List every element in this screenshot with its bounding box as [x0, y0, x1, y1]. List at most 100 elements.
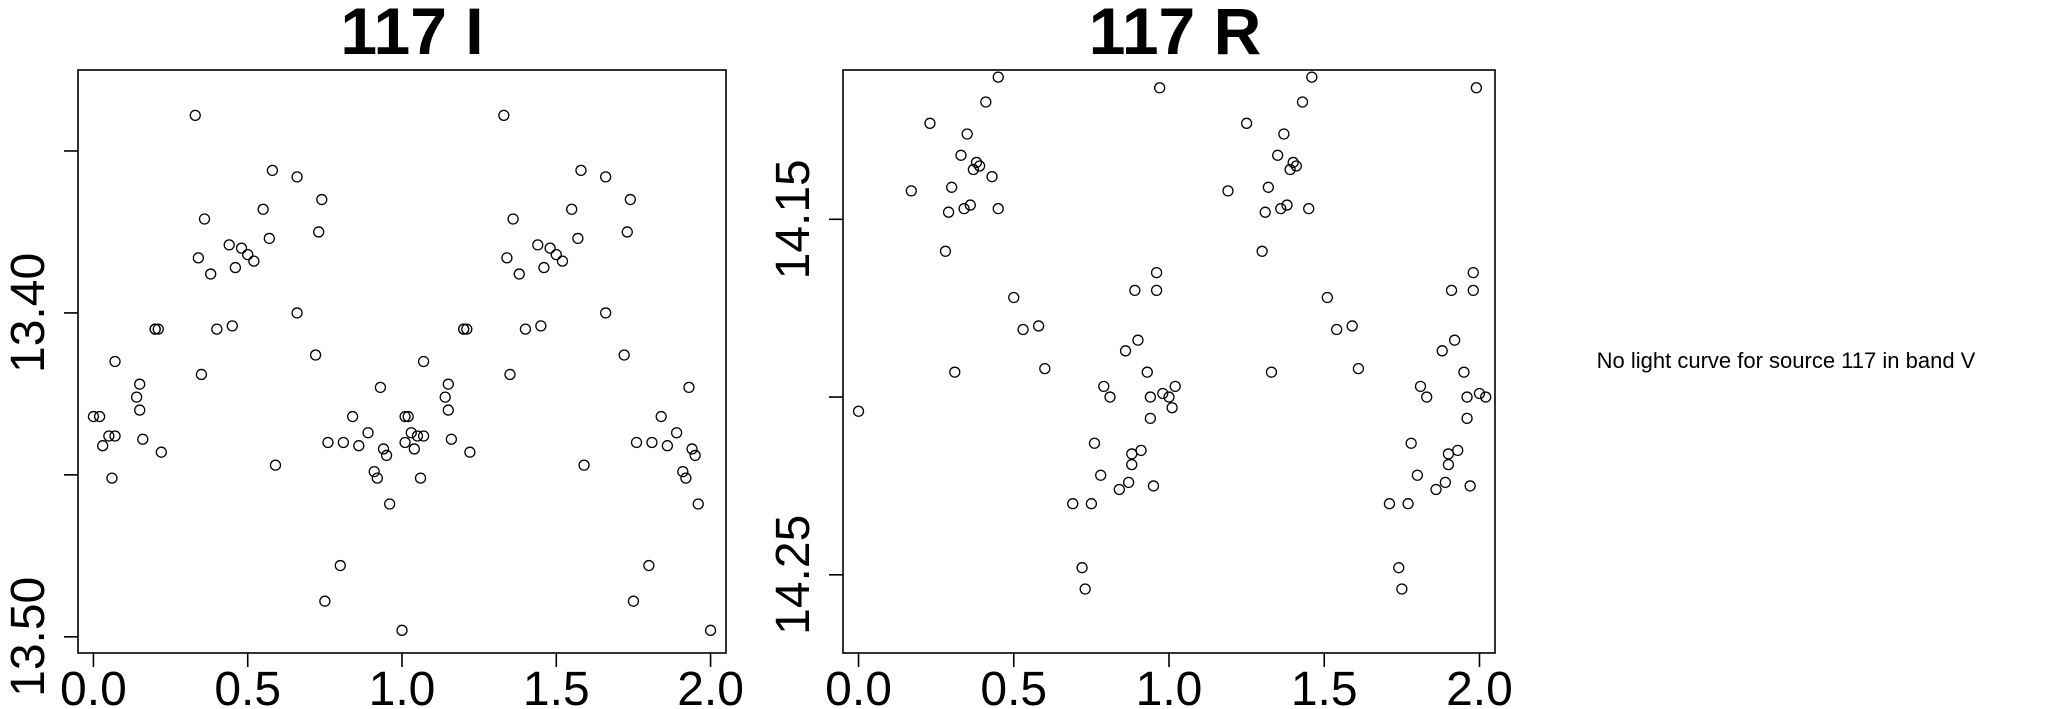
data-point [1259, 206, 1271, 218]
data-point [103, 430, 115, 442]
data-point [242, 248, 254, 261]
data-point [1421, 391, 1433, 403]
data-point [1442, 448, 1455, 460]
data-points [87, 109, 717, 636]
data-point [399, 410, 411, 423]
data-point [538, 261, 550, 274]
data-point [353, 440, 365, 452]
data-point [263, 232, 275, 245]
data-point [313, 226, 325, 238]
data-point [1473, 387, 1486, 400]
data-point [337, 436, 350, 449]
data-point [661, 440, 674, 452]
data-point [1452, 444, 1464, 457]
data-point [535, 320, 547, 332]
data-point [322, 436, 334, 449]
data-point [1144, 391, 1157, 403]
data-point [967, 163, 980, 176]
data-point [572, 232, 584, 245]
data-point [621, 226, 633, 238]
data-point [1039, 362, 1051, 375]
data-point [704, 624, 717, 636]
x-tick-label: 1.0 [1136, 663, 1203, 709]
y-tick-label: 14.25 [767, 515, 820, 635]
data-point [464, 446, 476, 458]
data-point [532, 239, 544, 251]
data-point [643, 559, 655, 572]
x-tick-label: 2.0 [677, 663, 744, 709]
data-point [189, 109, 201, 121]
data-point [544, 242, 556, 254]
data-point [439, 391, 451, 403]
data-point [519, 323, 532, 335]
y-tick-label: 13.40 [2, 253, 55, 373]
data-point [1113, 483, 1125, 496]
data-point [1448, 334, 1461, 346]
x-tick-label: 1.0 [369, 663, 436, 709]
data-point [377, 443, 390, 455]
data-point [211, 323, 223, 335]
data-point [309, 349, 322, 361]
data-point [1352, 362, 1365, 375]
data-point [1464, 480, 1476, 492]
data-point [1150, 284, 1163, 297]
data-point [550, 248, 562, 261]
data-point [1150, 266, 1163, 279]
data-point [87, 410, 100, 423]
data-point [408, 443, 420, 455]
data-point [964, 199, 976, 211]
data-points [852, 71, 1492, 595]
data-point [1306, 71, 1318, 83]
data-point [1467, 266, 1479, 279]
data-point [986, 170, 998, 183]
data-point [852, 405, 865, 417]
axis-ticks [829, 218, 1481, 667]
data-point [501, 252, 513, 264]
data-point [624, 193, 636, 206]
x-tick-label: 0.5 [214, 663, 281, 709]
data-point [1281, 199, 1293, 211]
data-point [1076, 562, 1088, 574]
data-point [235, 242, 248, 254]
data-point [1135, 444, 1147, 457]
data-point [229, 261, 242, 274]
data-point [1321, 291, 1333, 304]
data-point [155, 446, 167, 458]
data-point [1402, 498, 1414, 510]
data-point [683, 381, 695, 394]
data-point [1067, 498, 1079, 510]
data-point [924, 117, 936, 129]
data-point [670, 427, 683, 439]
data-point [384, 498, 396, 510]
data-point [1436, 345, 1448, 357]
data-point [1275, 202, 1287, 215]
data-point [1296, 96, 1309, 108]
data-point [109, 430, 121, 442]
data-point [1405, 437, 1417, 449]
data-point [618, 349, 630, 361]
data-point [1442, 458, 1455, 471]
data-point [380, 449, 393, 462]
data-point [223, 239, 235, 251]
data-point [195, 368, 208, 381]
data-point [1079, 583, 1091, 595]
data-point [269, 459, 282, 471]
plot-frame [77, 69, 727, 654]
data-point [152, 323, 164, 335]
data-point [504, 368, 516, 381]
data-point [575, 164, 587, 177]
data-point [1439, 476, 1451, 489]
data-point [1396, 583, 1408, 595]
data-point [1467, 284, 1479, 297]
data-point [689, 449, 701, 462]
data-point [692, 498, 704, 510]
data-point [1262, 181, 1275, 193]
data-point [417, 355, 430, 368]
data-point [942, 206, 955, 218]
data-point [192, 252, 204, 264]
data-point [1411, 469, 1424, 481]
data-point [130, 391, 143, 403]
data-point [1157, 387, 1169, 400]
data-point [980, 96, 992, 108]
